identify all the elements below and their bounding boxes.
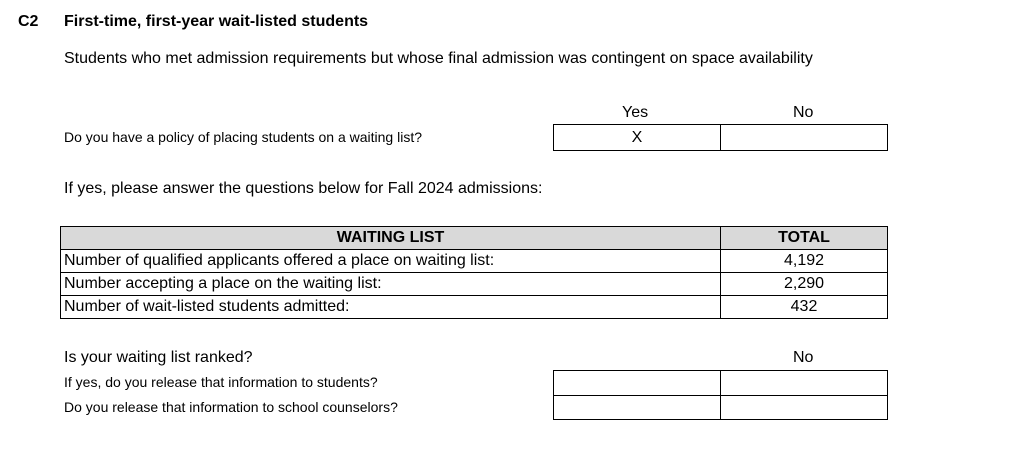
release-counselors-question: Do you release that information to schoo… [64,399,398,415]
row-value[interactable]: 432 [720,295,888,319]
yes-label: Yes [622,104,649,121]
release-students-question: If yes, do you release that information … [64,374,378,390]
table-row: Number of wait-listed students admitted:… [60,295,888,319]
section-code: C2 [18,13,39,30]
ranked-answer: No [793,349,814,366]
waiting-list-table: WAITING LIST TOTAL Number of qualified a… [60,226,888,319]
section-subtitle: Students who met admission requirements … [64,50,813,67]
row-value[interactable]: 2,290 [720,272,888,296]
section-title: First-time, first-year wait-listed stude… [64,13,369,30]
policy-yes-cell[interactable]: X [631,128,643,146]
table-row: Number accepting a place on the waiting … [60,272,888,296]
no-label: No [793,104,814,121]
release-counselors-yes-cell[interactable] [554,396,720,419]
row-value[interactable]: 4,192 [720,249,888,273]
policy-answer-box: X [553,124,888,151]
ranked-question: Is your waiting list ranked? [64,349,253,366]
row-label: Number of wait-listed students admitted: [60,295,721,319]
release-counselors-box [553,394,888,420]
release-students-box [553,370,888,396]
policy-question: Do you have a policy of placing students… [64,129,422,145]
row-label: Number of qualified applicants offered a… [60,249,721,273]
release-students-no-cell[interactable] [720,371,887,395]
policy-no-cell[interactable] [720,125,887,150]
table-row: Number of qualified applicants offered a… [60,249,888,273]
row-label: Number accepting a place on the waiting … [60,272,721,296]
table-header-row: WAITING LIST TOTAL [60,226,888,250]
header-total: TOTAL [720,226,888,250]
header-waiting-list: WAITING LIST [60,226,721,250]
instruction-text: If yes, please answer the questions belo… [64,180,543,197]
release-students-yes-cell[interactable] [554,371,720,395]
release-counselors-no-cell[interactable] [720,395,887,419]
